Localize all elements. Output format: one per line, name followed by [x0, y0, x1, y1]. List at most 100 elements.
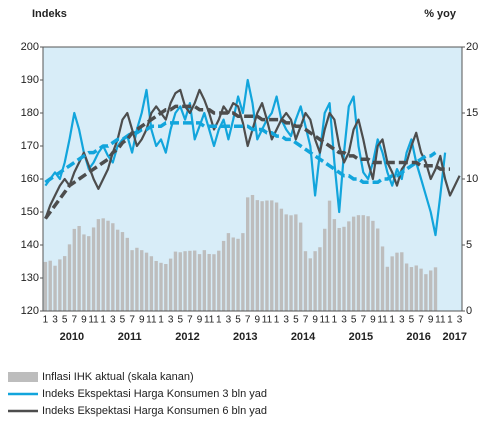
x-tick-label: 1 — [332, 315, 338, 326]
bar — [376, 228, 380, 311]
bar — [419, 268, 423, 311]
bar — [178, 252, 182, 311]
x-tick-label: 3 — [52, 315, 58, 326]
bar — [323, 228, 327, 311]
x-tick-label: 5 — [293, 315, 299, 326]
x-tick-label: 7 — [129, 315, 135, 326]
x-tick-label: 3 — [226, 315, 232, 326]
bar — [183, 251, 187, 311]
y-tick-label: 200 — [21, 41, 39, 53]
bar — [414, 265, 418, 311]
bar — [212, 254, 216, 311]
year-label: 2016 — [406, 331, 430, 343]
bar — [424, 274, 428, 311]
bar — [48, 260, 52, 311]
y-tick-label: 160 — [21, 173, 39, 185]
bar — [241, 233, 245, 311]
year-label: 2012 — [175, 331, 199, 343]
year-label: 2014 — [291, 331, 316, 343]
x-tick-label: 5 — [235, 315, 241, 326]
bar — [308, 258, 312, 311]
x-tick-label: 3 — [110, 315, 116, 326]
x-tick-label: 11 — [435, 315, 446, 326]
y-tick-label: 150 — [21, 206, 39, 218]
bar — [318, 247, 322, 311]
bar — [168, 258, 173, 311]
bar — [409, 267, 414, 311]
x-tick-label: 9 — [370, 315, 376, 326]
x-tick-label: 11 — [88, 315, 99, 326]
x-tick-label: 3 — [457, 315, 463, 326]
bar — [231, 237, 235, 311]
bar — [188, 250, 192, 311]
x-tick-label: 3 — [168, 315, 174, 326]
x-tick-label: 11 — [320, 315, 331, 326]
bar — [140, 250, 144, 311]
bar — [400, 252, 404, 311]
y-tick-label: 170 — [21, 140, 39, 152]
bar — [404, 263, 409, 311]
bar — [255, 200, 260, 311]
x-tick-label: 7 — [245, 315, 251, 326]
line — [44, 78, 447, 237]
bar — [67, 244, 72, 311]
bar — [111, 223, 115, 311]
y2-tick-label: 20 — [466, 41, 478, 53]
bar — [433, 267, 438, 311]
trend-line — [43, 104, 450, 220]
x-tick-label: 3 — [399, 315, 405, 326]
bar — [164, 264, 168, 311]
bar — [265, 200, 269, 311]
y2-axis-title: % yoy — [424, 8, 457, 20]
bar — [154, 260, 158, 311]
x-tick-label: 1 — [100, 315, 106, 326]
bar — [356, 215, 361, 311]
x-tick-label: 11 — [377, 315, 388, 326]
bar — [236, 238, 240, 311]
y2-tick-label: 5 — [466, 239, 472, 251]
trend-line — [44, 121, 437, 185]
x-tick-label: 5 — [120, 315, 126, 326]
legend-label: Indeks Ekspektasi Harga Konsumen 3 bln y… — [42, 388, 267, 400]
bar — [101, 218, 105, 311]
bar — [72, 228, 76, 311]
y-tick-label: 130 — [21, 272, 39, 284]
bar — [115, 229, 120, 311]
bar — [173, 251, 178, 311]
year-label: 2017 — [443, 331, 467, 343]
x-tick-label: 1 — [216, 315, 222, 326]
legend-label: Indeks Ekspektasi Harga Konsumen 6 bln y… — [42, 405, 267, 417]
x-tick-label: 1 — [274, 315, 280, 326]
bar — [332, 219, 337, 311]
x-tick-label: 11 — [146, 315, 157, 326]
bar — [82, 234, 86, 311]
x-tick-label: 1 — [447, 315, 453, 326]
bar — [159, 262, 163, 311]
y-tick-label: 120 — [21, 305, 39, 317]
bar — [193, 250, 197, 311]
bar — [62, 256, 67, 311]
bar — [351, 216, 356, 311]
x-tick-label: 9 — [312, 315, 318, 326]
x-tick-label: 1 — [389, 315, 395, 326]
x-tick-label: 5 — [409, 315, 415, 326]
x-tick-label: 9 — [428, 315, 434, 326]
bar — [361, 215, 365, 311]
bar — [279, 208, 284, 311]
bar — [91, 227, 96, 311]
x-tick-label: 5 — [177, 315, 183, 326]
bar — [58, 259, 62, 311]
x-tick-label: 5 — [351, 315, 357, 326]
legend-label: Inflasi IHK aktual (skala kanan) — [42, 371, 194, 383]
x-tick-label: 7 — [72, 315, 78, 326]
bar — [347, 221, 351, 311]
bar — [395, 252, 399, 311]
bar — [284, 214, 288, 311]
bar — [197, 254, 202, 311]
bar — [289, 215, 293, 311]
year-label: 2013 — [233, 331, 257, 343]
bar — [120, 232, 125, 311]
x-tick-label: 1 — [43, 315, 49, 326]
x-tick-label: 11 — [204, 315, 215, 326]
